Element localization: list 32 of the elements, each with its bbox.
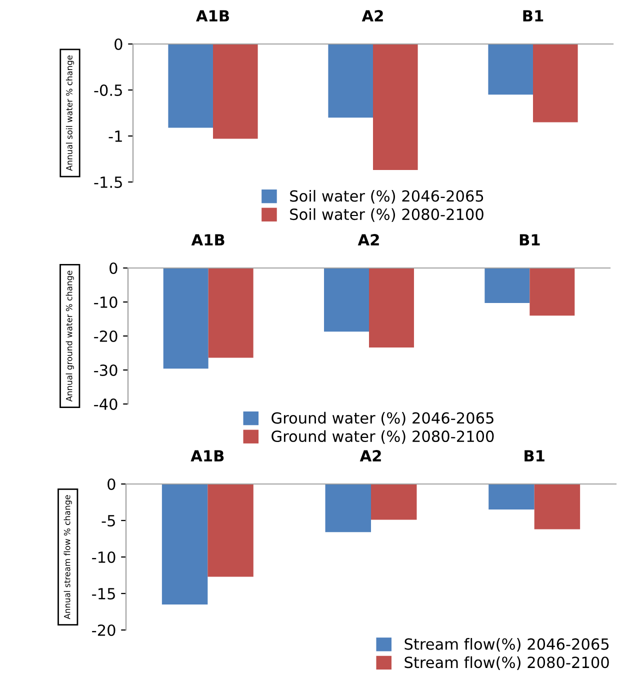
legend-label: Stream flow(%) 2046-2065 <box>404 638 609 652</box>
y-tick-label: -10 <box>94 296 118 308</box>
y-tick-label: -20 <box>94 330 118 342</box>
y-tick-label: -10 <box>92 551 116 564</box>
legend-label: Stream flow(%) 2080-2100 <box>404 656 609 670</box>
y-tick-label: -15 <box>92 588 115 600</box>
y-tick-label: 0 <box>114 38 122 50</box>
x-tick-label: A1B <box>190 450 224 462</box>
x-tick-label: B1 <box>523 10 544 22</box>
legend-label: Ground water (%) 2046-2065 <box>272 412 494 426</box>
x-tick-label: B1 <box>524 450 544 462</box>
y-axis-title: Annual stream flow % change <box>64 495 72 620</box>
y-tick-label: -20 <box>92 624 116 636</box>
y-tick-label: -40 <box>94 398 118 410</box>
y-tick-label: -1.5 <box>94 176 122 188</box>
y-tick-label: -1 <box>108 130 122 142</box>
legend-label: Soil water (%) 2080-2100 <box>290 208 484 222</box>
x-tick-label: A2 <box>362 10 383 22</box>
y-tick-label: 0 <box>110 262 118 274</box>
y-axis-title: Annual soil water % change <box>66 55 74 171</box>
x-tick-label: A2 <box>358 234 379 246</box>
legend-label: Soil water (%) 2046-2065 <box>290 190 484 204</box>
x-tick-label: A2 <box>360 450 381 462</box>
y-tick-label: -30 <box>94 364 118 376</box>
legend-label: Ground water (%) 2080-2100 <box>272 430 494 444</box>
y-tick-label: 0 <box>108 478 116 490</box>
y-tick-label: -0.5 <box>94 84 122 96</box>
x-tick-label: A1B <box>191 234 224 246</box>
y-axis-title: Annual ground water % change <box>66 270 74 402</box>
x-tick-label: B1 <box>520 234 540 246</box>
y-tick-label: -5 <box>102 515 115 527</box>
x-tick-label: A1B <box>196 10 229 22</box>
